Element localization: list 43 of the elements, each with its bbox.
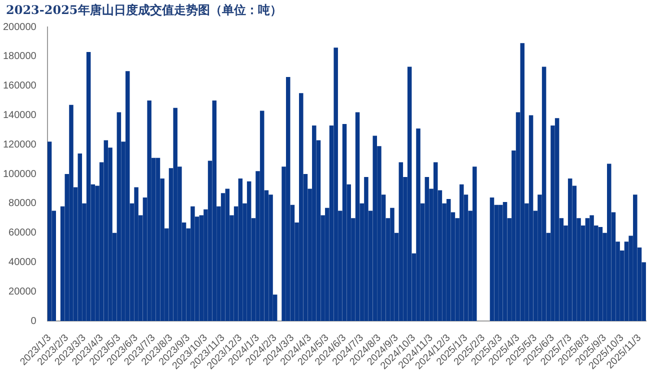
bar (246, 181, 252, 322)
bar (225, 188, 230, 322)
bar (407, 66, 412, 322)
bar (528, 115, 534, 322)
bar (398, 162, 404, 322)
bar (78, 153, 82, 322)
bar (47, 142, 52, 322)
bar (238, 178, 243, 322)
bar (116, 112, 122, 322)
y-tick-label: 100000 (2, 168, 37, 180)
y-tick-label: 140000 (2, 110, 37, 121)
y-tick-label: 120000 (2, 139, 37, 150)
y-tick-label: 200000 (2, 22, 37, 33)
bar (585, 218, 590, 322)
bar (590, 215, 594, 322)
y-tick-label: 40000 (8, 256, 37, 268)
y-tick-label: 180000 (2, 51, 37, 62)
bar (598, 226, 603, 322)
bar (502, 202, 508, 322)
y-tick-label: 20000 (8, 286, 37, 298)
bar (416, 128, 420, 322)
bar (542, 66, 546, 322)
bar (86, 52, 91, 322)
bar (355, 112, 360, 322)
y-tick-label: 160000 (2, 80, 37, 92)
bar (125, 71, 130, 322)
bar (390, 208, 394, 322)
bar (490, 198, 494, 322)
bar (212, 100, 217, 322)
bar (156, 158, 160, 322)
bar (554, 118, 560, 322)
bar (342, 124, 347, 322)
bar (104, 140, 108, 322)
bar (433, 162, 438, 322)
y-tick-label: 60000 (8, 228, 37, 239)
bar (260, 110, 264, 322)
y-tick-label: 80000 (8, 198, 37, 210)
bar (69, 104, 74, 322)
chart-title: 2023-2025年唐山日度成交值走势图（单位：吨） (6, 2, 282, 19)
bar (424, 176, 430, 322)
y-tick-label: 0 (30, 316, 37, 327)
bar (372, 136, 378, 322)
bar (568, 178, 572, 322)
